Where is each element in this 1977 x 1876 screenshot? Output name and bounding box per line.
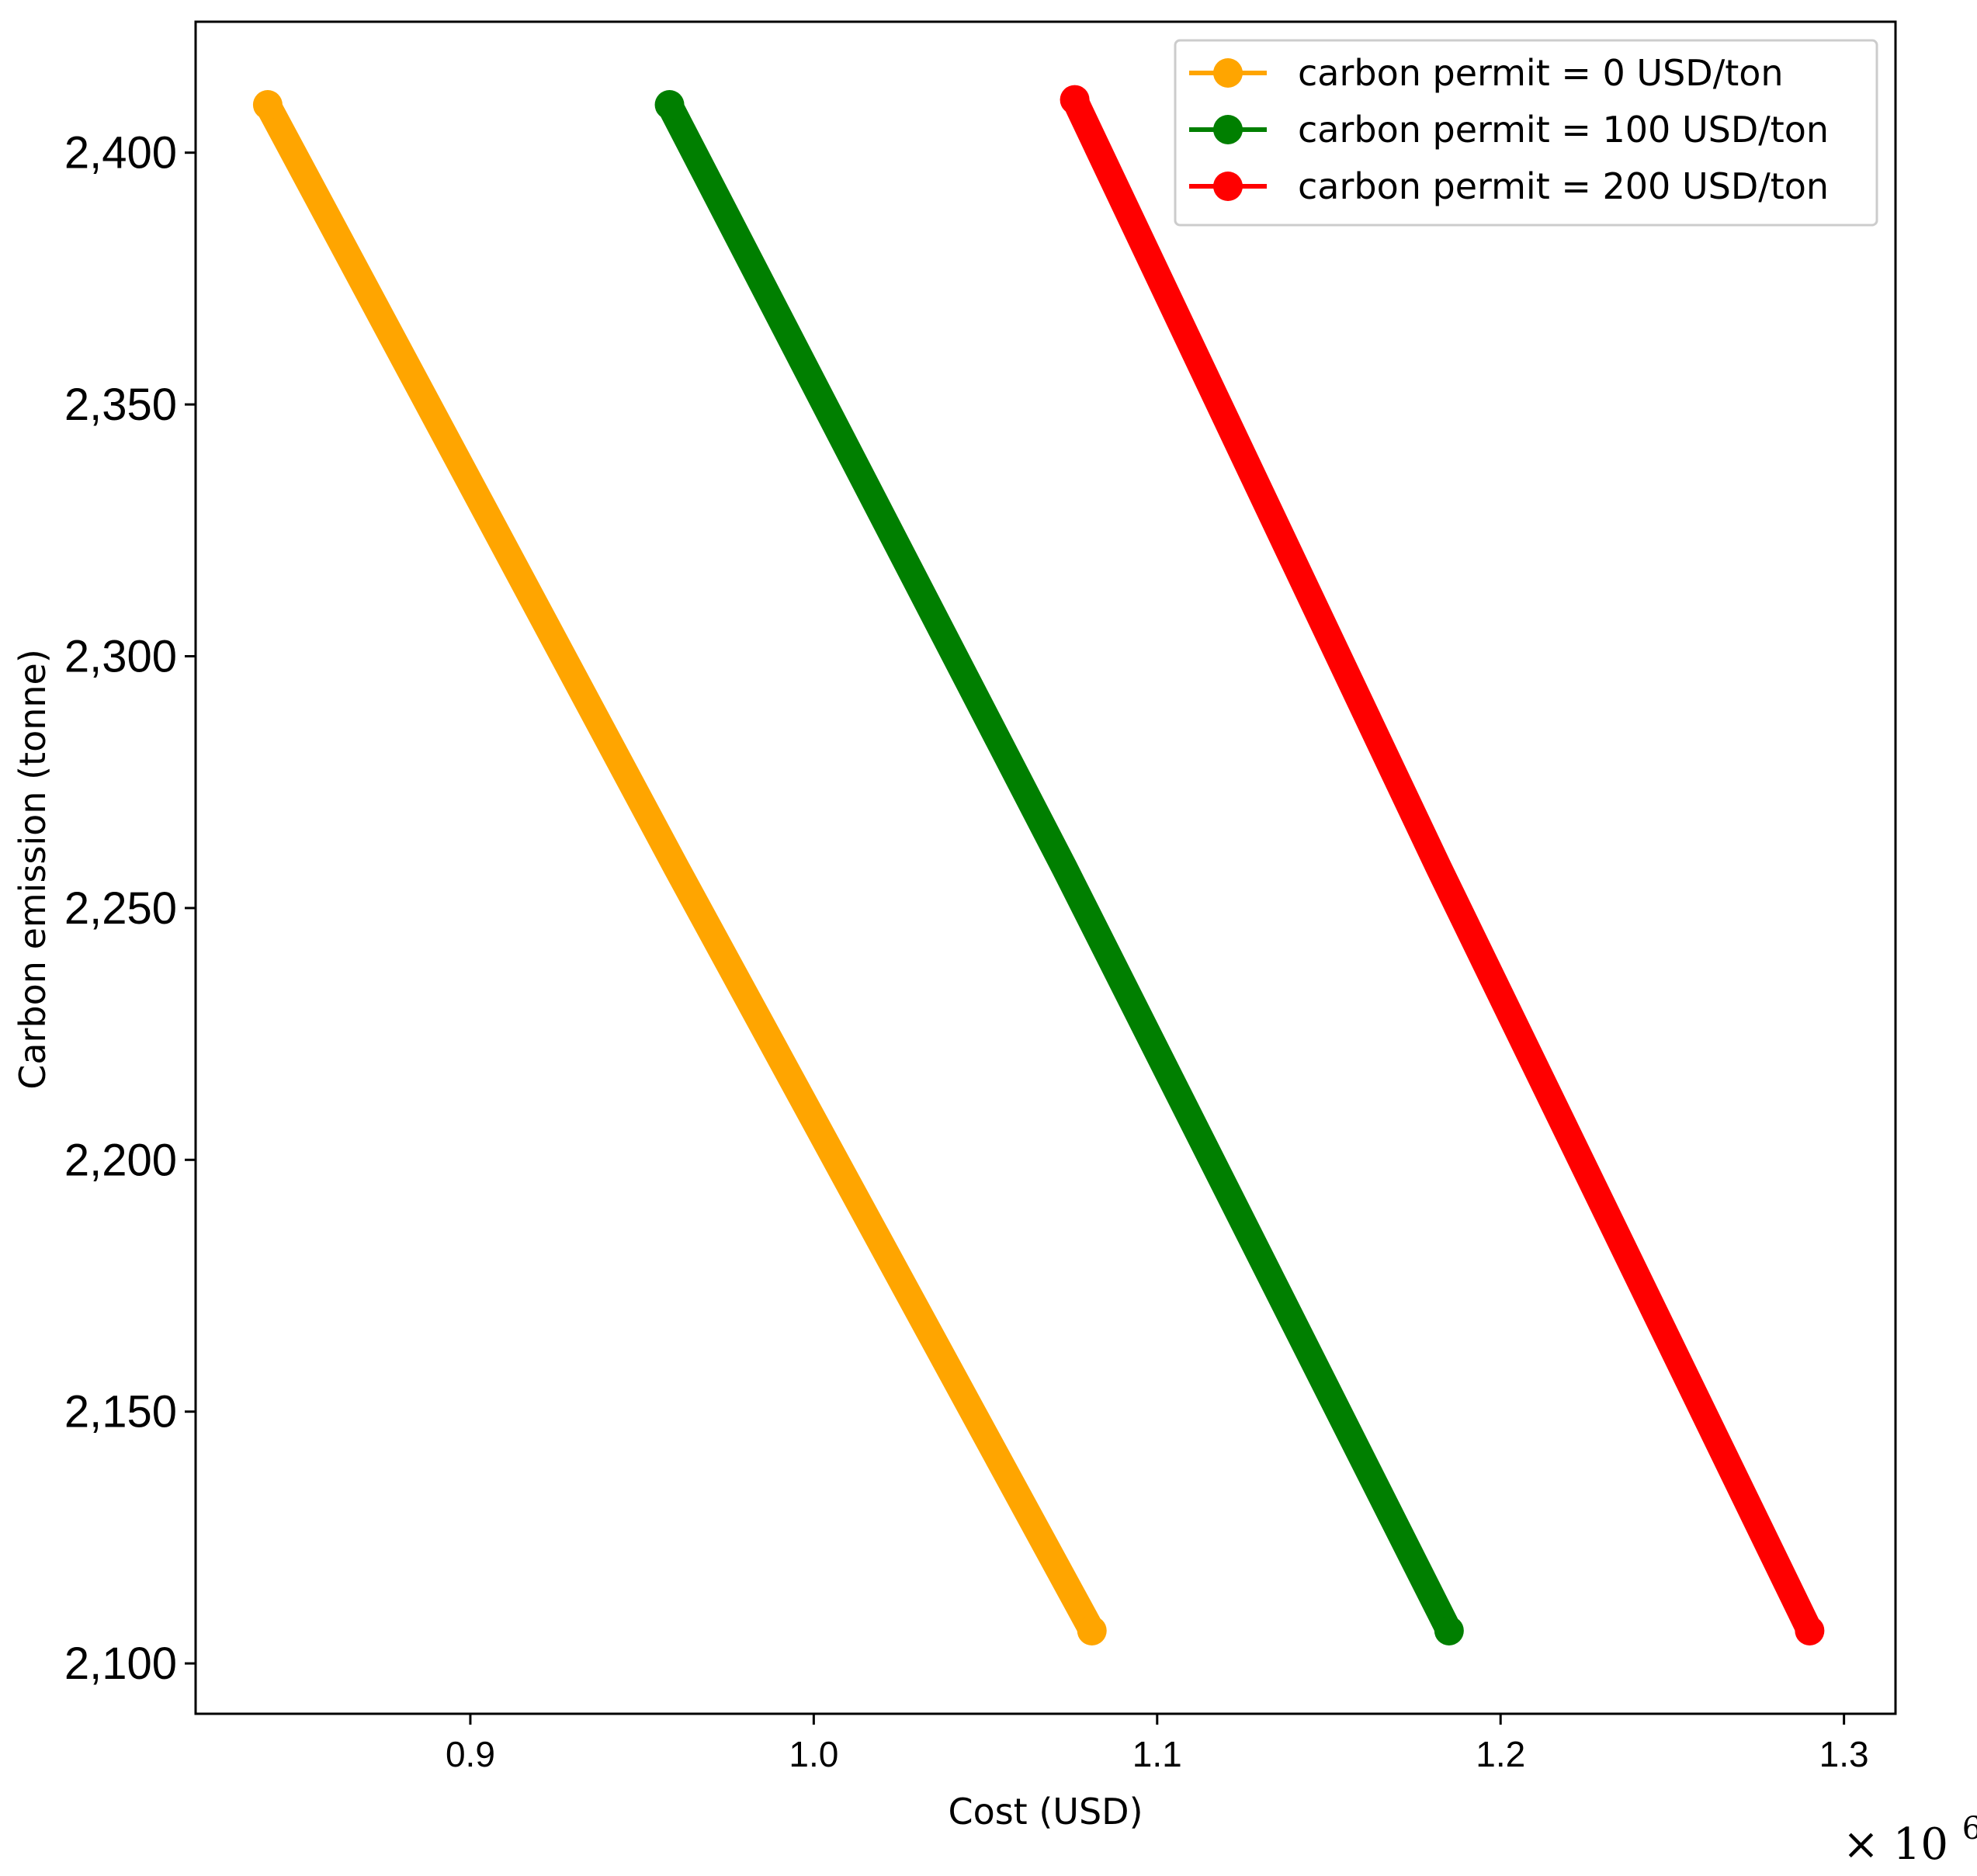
y-axis: 2,100 2,150 2,200 2,250 2,300 2,350 2,400 bbox=[64, 128, 196, 1689]
series-start-point bbox=[1060, 85, 1090, 115]
y-tick-label: 2,250 bbox=[64, 883, 177, 934]
y-tick-label: 2,300 bbox=[64, 632, 177, 682]
y-tick-label: 2,200 bbox=[64, 1135, 177, 1185]
legend-label-1: carbon permit = 100 USD/ton bbox=[1298, 109, 1829, 151]
plot-frame bbox=[194, 20, 1897, 1715]
legend-box bbox=[1174, 39, 1878, 227]
x-multiplier-base: × 10 bbox=[1843, 1819, 1948, 1870]
y-axis-title: Carbon emission (tonne) bbox=[12, 649, 54, 1090]
legend: carbon permit = 0 USD/ton carbon permit =… bbox=[1174, 39, 1878, 227]
x-multiplier-exponent: 6 bbox=[1962, 1811, 1977, 1847]
x-axis: 0.9 1.0 1.1 1.2 1.3 bbox=[446, 1714, 1869, 1774]
series-end-point bbox=[1077, 1615, 1107, 1645]
x-axis-title: Cost (USD) bbox=[948, 1791, 1143, 1833]
y-tick-label: 2,350 bbox=[64, 380, 177, 430]
series-end-point bbox=[1795, 1615, 1825, 1645]
series-start-point bbox=[252, 90, 283, 120]
y-tick-label: 2,150 bbox=[64, 1387, 177, 1437]
legend-marker-2 bbox=[1213, 172, 1243, 201]
legend-label-2: carbon permit = 200 USD/ton bbox=[1298, 165, 1829, 207]
y-tick-label: 2,100 bbox=[64, 1638, 177, 1689]
legend-marker-0 bbox=[1213, 58, 1243, 88]
x-tick-label: 1.2 bbox=[1476, 1734, 1525, 1774]
legend-label-0: carbon permit = 0 USD/ton bbox=[1298, 52, 1784, 94]
series-line-0 bbox=[254, 92, 1105, 1644]
x-tick-label: 1.3 bbox=[1819, 1734, 1869, 1774]
x-tick-label: 1.0 bbox=[789, 1734, 838, 1774]
series-end-point bbox=[1434, 1615, 1464, 1645]
x-tick-label: 0.9 bbox=[446, 1734, 495, 1774]
series-line-1 bbox=[656, 92, 1462, 1644]
legend-marker-1 bbox=[1213, 115, 1243, 144]
x-tick-label: 1.1 bbox=[1132, 1734, 1182, 1774]
series-line-2 bbox=[1061, 86, 1823, 1644]
series-start-point bbox=[654, 90, 685, 120]
y-tick-label: 2,400 bbox=[64, 128, 177, 179]
series-layer bbox=[252, 85, 1825, 1645]
x-axis-multiplier: × 10 6 bbox=[1843, 1811, 1977, 1870]
